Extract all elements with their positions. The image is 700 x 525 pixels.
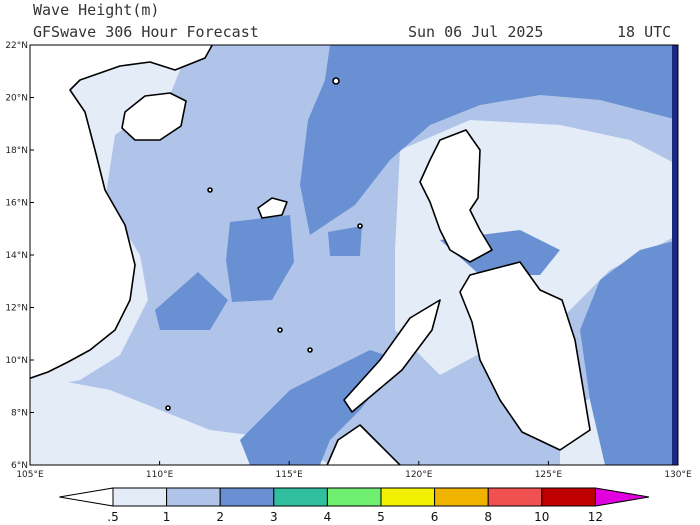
colorbar-label: .5 xyxy=(107,510,118,524)
lon-label: 130°E xyxy=(664,470,692,480)
lon-label: 105°E xyxy=(16,470,44,480)
colorbar-label: 6 xyxy=(431,510,439,524)
lon-label: 115°E xyxy=(276,470,304,480)
colorbar-label: 8 xyxy=(484,510,492,524)
lat-label: 14°N xyxy=(5,251,28,261)
colorbar-arrow xyxy=(594,487,650,507)
lon-label: 120°E xyxy=(405,470,433,480)
colorbar-swatch xyxy=(219,487,275,507)
colorbar-swatch xyxy=(434,487,489,507)
lat-label: 6°N xyxy=(11,461,28,471)
lat-label: 10°N xyxy=(5,356,28,366)
title: Wave Height(m) xyxy=(33,1,159,19)
lon-label: 125°E xyxy=(535,470,563,480)
colorbar-swatch xyxy=(541,487,596,507)
colorbar-swatch xyxy=(326,487,382,507)
subtitle: GFSwave 306 Hour Forecast xyxy=(33,23,259,41)
colorbar-label: 10 xyxy=(534,510,549,524)
lat-label: 20°N xyxy=(5,94,28,104)
colorbar-swatch xyxy=(380,487,436,507)
colorbar-label: 2 xyxy=(216,510,224,524)
date: Sun 06 Jul 2025 xyxy=(408,23,543,41)
colorbar-swatch xyxy=(112,487,168,507)
colorbar-swatch xyxy=(487,487,543,507)
time: 18 UTC xyxy=(617,23,671,41)
lat-label: 22°N xyxy=(5,41,28,51)
lon-label: 110°E xyxy=(146,470,174,480)
colorbar-arrow xyxy=(59,487,114,507)
map xyxy=(30,45,678,465)
colorbar-label: 5 xyxy=(377,510,385,524)
colorbar-label: 1 xyxy=(163,510,171,524)
colorbar-swatch xyxy=(273,487,328,507)
lat-label: 18°N xyxy=(5,146,28,156)
colorbar-label: 4 xyxy=(324,510,332,524)
colorbar-label: 3 xyxy=(270,510,278,524)
lat-label: 16°N xyxy=(5,199,28,209)
colorbar-label: 12 xyxy=(588,510,603,524)
lat-label: 12°N xyxy=(5,304,28,314)
colorbar-swatch xyxy=(166,487,221,507)
lat-label: 8°N xyxy=(11,409,28,419)
